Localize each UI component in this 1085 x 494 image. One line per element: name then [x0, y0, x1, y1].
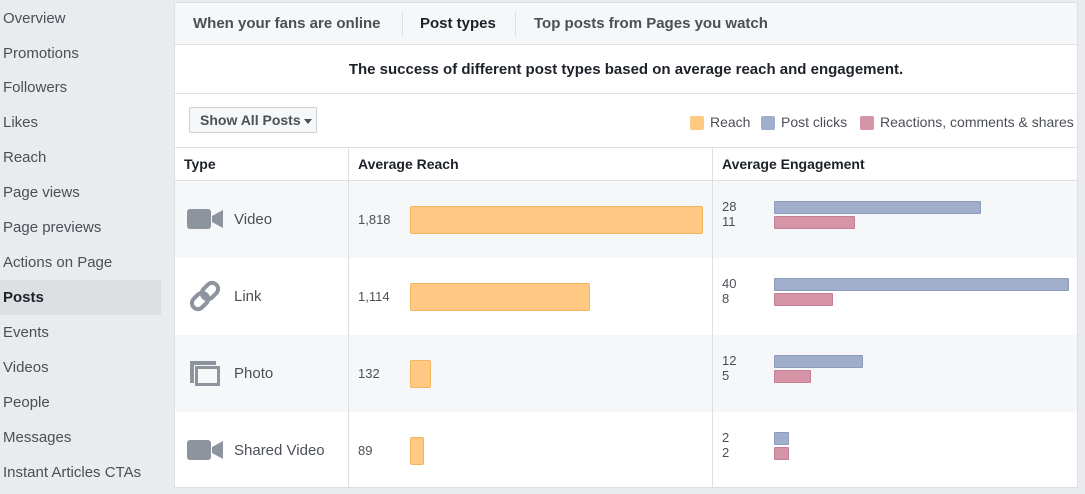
table-header: Type Average Reach Average Engagement — [175, 147, 1077, 181]
post-clicks-bar — [774, 432, 789, 445]
legend-swatch — [860, 116, 874, 130]
video-camera-icon — [187, 440, 223, 460]
page-subtitle: The success of different post types base… — [175, 46, 1077, 94]
column-divider — [348, 147, 349, 488]
link-icon — [189, 280, 221, 312]
reactions-value: 5 — [722, 368, 730, 383]
reactions-bar — [774, 293, 833, 306]
post-clicks-value: 2 — [722, 430, 730, 445]
post-types-panel: When your fans are online Post types Top… — [174, 2, 1078, 488]
reach-value: 132 — [358, 366, 380, 381]
tab-post-types[interactable]: Post types — [420, 15, 496, 32]
post-clicks-bar — [774, 201, 981, 214]
sidebar-item-likes[interactable]: Likes — [3, 114, 39, 131]
sidebar-item-actions-on-page[interactable]: Actions on Page — [3, 254, 113, 271]
chevron-down-icon — [303, 118, 312, 124]
post-type-label: Photo — [234, 365, 274, 382]
legend-label: Reach — [710, 114, 751, 130]
sidebar-item-instant-articles-ctas[interactable]: Instant Articles CTAs — [3, 464, 142, 481]
reactions-bar — [774, 447, 789, 460]
reactions-value: 11 — [722, 214, 736, 229]
post-type-label: Shared Video — [234, 442, 325, 459]
sidebar-item-followers[interactable]: Followers — [3, 79, 68, 96]
tab-bar: When your fans are online Post types Top… — [175, 3, 1077, 45]
post-type-label: Video — [234, 211, 273, 228]
sidebar: Overview Promotions Followers Likes Reac… — [0, 0, 161, 494]
tab-when-fans-online[interactable]: When your fans are online — [193, 15, 381, 32]
reach-bar — [410, 283, 590, 311]
column-header-average-engagement: Average Engagement — [722, 156, 865, 172]
post-clicks-value: 12 — [722, 353, 737, 368]
legend-swatch — [761, 116, 775, 130]
sidebar-item-messages[interactable]: Messages — [3, 429, 72, 446]
sidebar-item-people[interactable]: People — [3, 394, 50, 411]
filter-label: Show All Posts — [200, 112, 301, 128]
reach-value: 1,114 — [358, 289, 390, 304]
photo-icon — [190, 361, 220, 386]
reach-value: 89 — [358, 443, 373, 458]
legend-swatch — [690, 116, 704, 130]
show-all-posts-dropdown[interactable]: Show All Posts — [189, 107, 317, 133]
sidebar-item-promotions[interactable]: Promotions — [3, 45, 79, 62]
post-type-label: Link — [234, 288, 262, 305]
legend-label: Reactions, comments & shares — [880, 114, 1074, 130]
tab-top-posts[interactable]: Top posts from Pages you watch — [534, 15, 768, 32]
sidebar-item-page-previews[interactable]: Page previews — [3, 219, 102, 236]
post-clicks-value: 40 — [722, 276, 737, 291]
table-row: Photo 132 12 5 — [175, 335, 1077, 412]
tab-divider — [515, 12, 516, 36]
reactions-value: 8 — [722, 291, 730, 306]
sidebar-item-reach[interactable]: Reach — [3, 149, 47, 166]
column-divider — [712, 147, 713, 488]
reach-bar — [410, 360, 432, 388]
post-clicks-bar — [774, 278, 1069, 291]
tab-divider — [402, 12, 403, 36]
reach-bar — [410, 206, 703, 234]
sidebar-item-posts[interactable]: Posts — [0, 280, 161, 315]
sidebar-item-events[interactable]: Events — [3, 324, 49, 341]
legend-label: Post clicks — [781, 114, 848, 130]
column-header-average-reach: Average Reach — [358, 156, 459, 172]
reach-bar — [410, 437, 425, 465]
reactions-value: 2 — [722, 445, 730, 460]
reactions-bar — [774, 370, 811, 383]
post-clicks-bar — [774, 355, 863, 368]
sidebar-item-page-views[interactable]: Page views — [3, 184, 80, 201]
reactions-bar — [774, 216, 856, 229]
table-row: Shared Video 89 2 2 — [175, 412, 1077, 489]
reach-value: 1,818 — [358, 212, 391, 227]
sidebar-item-overview[interactable]: Overview — [3, 10, 66, 27]
post-clicks-value: 28 — [722, 199, 737, 214]
column-header-type: Type — [184, 156, 216, 172]
video-camera-icon — [187, 209, 223, 229]
sidebar-item-videos[interactable]: Videos — [3, 359, 49, 376]
table-row: Link 1,114 40 8 — [175, 258, 1077, 335]
table-row: Video 1,818 28 11 — [175, 181, 1077, 258]
